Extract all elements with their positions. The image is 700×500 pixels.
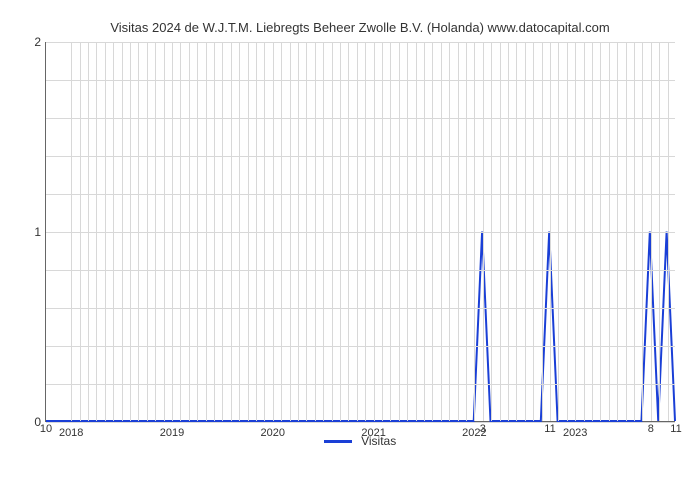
chart-container: Visitas 2024 de W.J.T.M. Liebregts Behee…	[35, 20, 685, 450]
y-tick-label: 1	[26, 225, 41, 239]
legend-label: Visitas	[361, 434, 396, 448]
legend-swatch	[324, 440, 352, 443]
chart-title: Visitas 2024 de W.J.T.M. Liebregts Behee…	[35, 20, 685, 35]
y-tick-label: 0	[26, 415, 41, 429]
legend: Visitas	[35, 434, 685, 448]
y-tick-label: 2	[26, 35, 41, 49]
plot-area: 01220182019202020212022202310311811	[45, 42, 675, 422]
